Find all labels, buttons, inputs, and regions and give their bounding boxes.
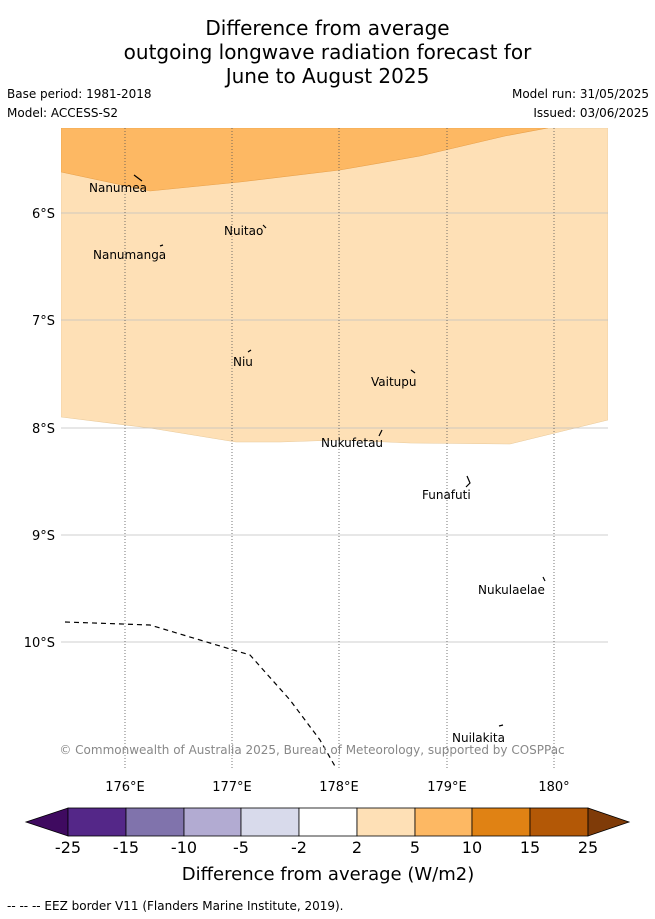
- lon-label-176e: 176°E: [105, 780, 145, 795]
- colorbar-tick-2: -15: [113, 838, 139, 857]
- lon-label-179e: 179°E: [427, 780, 467, 795]
- island-nukufetau-shape: [378, 429, 383, 437]
- lon-label-178e: 178°E: [319, 780, 359, 795]
- lat-label-6s: 6°S: [32, 207, 55, 222]
- island-nanumanga-shape: [159, 244, 164, 247]
- colorbar-tick-7: 5: [410, 838, 420, 857]
- island-nuilakita-shape: [498, 724, 504, 727]
- eez-border: [64, 621, 337, 768]
- island-nanumea-shape: [133, 174, 143, 182]
- anomaly-band-2-5: [61, 128, 608, 445]
- island-nuitao-shape: [262, 224, 267, 229]
- colorbar-swatch-4: [240, 807, 300, 837]
- lon-label-177e: 177°E: [212, 780, 252, 795]
- island-label-nanumanga: Nanumanga: [93, 248, 166, 262]
- title-line-1: Difference from average: [205, 16, 450, 40]
- island-niu-shape: [247, 349, 252, 353]
- latitude-gridlines: [61, 212, 608, 643]
- colorbar-tick-3: -10: [171, 838, 197, 857]
- lat-label-8s: 8°S: [32, 422, 55, 437]
- lat-label-9s: 9°S: [32, 529, 55, 544]
- colorbar-tick-5: -2: [291, 838, 307, 857]
- island-label-nanumea: Nanumea: [89, 181, 147, 195]
- colorbar-swatch-5: [298, 807, 358, 837]
- island-funafuti-shape: [465, 475, 471, 488]
- island-shapes: [133, 174, 546, 727]
- colorbar-swatch-1: [67, 807, 127, 837]
- colorbar-tick-1: -25: [55, 838, 81, 857]
- colorbar-arrow-low: [24, 807, 69, 837]
- lat-label-10s: 10°S: [24, 636, 55, 651]
- colorbar-swatch-9: [529, 807, 589, 837]
- colorbar-tick-9: 15: [520, 838, 540, 857]
- eez-footer-note: -- -- -- EEZ border V11 (Flanders Marine…: [7, 899, 344, 913]
- lat-label-7s: 7°S: [32, 314, 55, 329]
- issued-date: Issued: 03/06/2025: [533, 106, 649, 120]
- lon-label-180: 180°: [538, 780, 569, 795]
- colorbar-label: Difference from average (W/m2): [182, 864, 474, 885]
- model-run: Model run: 31/05/2025: [511, 87, 649, 101]
- colorbar-swatch-7: [414, 807, 473, 837]
- base-period: Base period: 1981-2018: [7, 87, 152, 101]
- colorbar-arrow-high: [587, 807, 631, 837]
- island-label-niu: Niu: [233, 355, 253, 369]
- map-plot-area: Nanumea Nuitao Nanumanga Niu Vaitupu Nuk…: [59, 128, 608, 768]
- colorbar-swatch-6: [356, 807, 416, 837]
- title-line-3: June to August 2025: [225, 64, 430, 88]
- colorbar-tick-8: 10: [462, 838, 482, 857]
- title-line-2: outgoing longwave radiation forecast for: [123, 40, 532, 64]
- colorbar: [24, 807, 631, 837]
- island-nukulaelae-shape: [542, 576, 546, 582]
- colorbar-swatch-3: [183, 807, 242, 837]
- model-name: Model: ACCESS-S2: [7, 106, 119, 120]
- colorbar-tick-4: -5: [233, 838, 249, 857]
- island-label-nukufetau: Nukufetau: [321, 436, 383, 450]
- colorbar-swatch-8: [471, 807, 531, 837]
- island-label-funafuti: Funafuti: [422, 488, 471, 502]
- colorbar-tick-10: 25: [578, 838, 598, 857]
- island-vaitupu-shape: [410, 369, 416, 374]
- colorbar-tick-6: 2: [352, 838, 362, 857]
- island-label-nuitao: Nuitao: [224, 224, 263, 238]
- copyright-notice: © Commonwealth of Australia 2025, Bureau…: [59, 743, 564, 757]
- map-title: Difference from average outgoing longwav…: [0, 16, 655, 88]
- island-label-nukulaelae: Nukulaelae: [478, 583, 545, 597]
- anomaly-band-5-10: [61, 128, 549, 192]
- island-label-vaitupu: Vaitupu: [371, 375, 417, 389]
- island-label-nuilakita: Nuilakita: [452, 731, 505, 745]
- colorbar-swatch-2: [125, 807, 185, 837]
